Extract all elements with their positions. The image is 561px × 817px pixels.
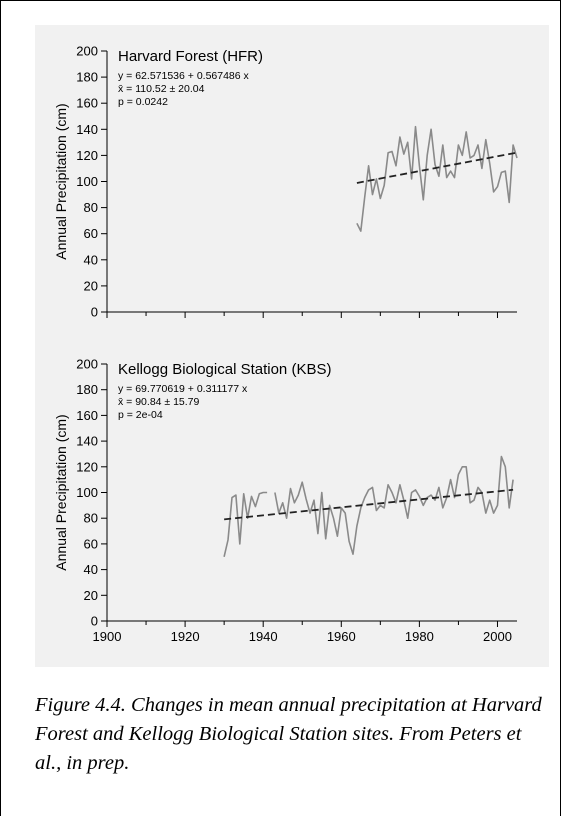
y-tick-label: 180	[76, 70, 98, 85]
stat-annotation: y = 62.571536 + 0.567486 x	[118, 70, 250, 82]
y-tick-label: 120	[76, 459, 98, 474]
x-tick-label: 1920	[171, 629, 200, 644]
y-tick-label: 140	[76, 434, 98, 449]
stat-annotation: y = 69.770619 + 0.311177 x	[118, 383, 248, 395]
y-tick-label: 80	[84, 511, 98, 526]
x-tick-label: 2000	[483, 629, 512, 644]
stat-annotation: p = 0.0242	[118, 96, 168, 108]
plot-region	[35, 25, 549, 667]
y-tick-label: 80	[84, 200, 98, 215]
y-tick-label: 200	[76, 357, 98, 372]
x-tick-label: 1960	[327, 629, 356, 644]
y-tick-label: 0	[91, 614, 98, 629]
stat-annotation: x̄ = 90.84 ± 15.79	[118, 396, 200, 408]
trend-line	[356, 151, 518, 184]
precipitation-series-line	[223, 491, 268, 557]
precipitation-series-line	[356, 125, 518, 232]
chart-title: Kellogg Biological Station (KBS)	[118, 361, 331, 378]
y-tick-label: 40	[84, 252, 98, 267]
chart-hfr: 0 20 40 60 80 100 120 140 160 180 200 Annual Precip…	[53, 44, 518, 320]
y-tick-label: 100	[76, 174, 98, 189]
y-tick-label: 120	[76, 148, 98, 163]
y-tick-label: 0	[91, 305, 98, 320]
y-tick-label: 60	[84, 536, 98, 551]
y-tick-label: 180	[76, 382, 98, 397]
x-tick-label: 1940	[249, 629, 278, 644]
y-axis-label: Annual Precipitation (cm)	[53, 103, 69, 259]
chart-title: Harvard Forest (HFR)	[118, 48, 263, 65]
y-tick-label: 60	[84, 226, 98, 241]
stat-annotation: p = 2e-04	[118, 409, 163, 421]
y-tick-label: 140	[76, 122, 98, 137]
y-tick-label: 20	[84, 278, 98, 293]
chart-kbs: 0 20 40 60 80 100 120 140 160 180 200 1900 1920 1940 1…	[53, 357, 517, 644]
y-tick-label: 100	[76, 485, 98, 500]
trend-line	[224, 488, 514, 521]
stat-annotation: x̄ = 110.52 ± 20.04	[118, 83, 205, 95]
figure-caption: Figure 4.4. Changes in mean annual preci…	[35, 694, 542, 774]
y-tick-label: 200	[76, 44, 98, 59]
y-tick-label: 20	[84, 588, 98, 603]
x-tick-label: 1980	[405, 629, 434, 644]
x-tick-label: 1900	[93, 629, 122, 644]
y-tick-label: 160	[76, 408, 98, 423]
y-tick-label: 160	[76, 96, 98, 111]
y-axis-label: Annual Precipitation (cm)	[53, 414, 69, 570]
precipitation-series-line	[274, 455, 514, 556]
y-tick-label: 40	[84, 562, 98, 577]
